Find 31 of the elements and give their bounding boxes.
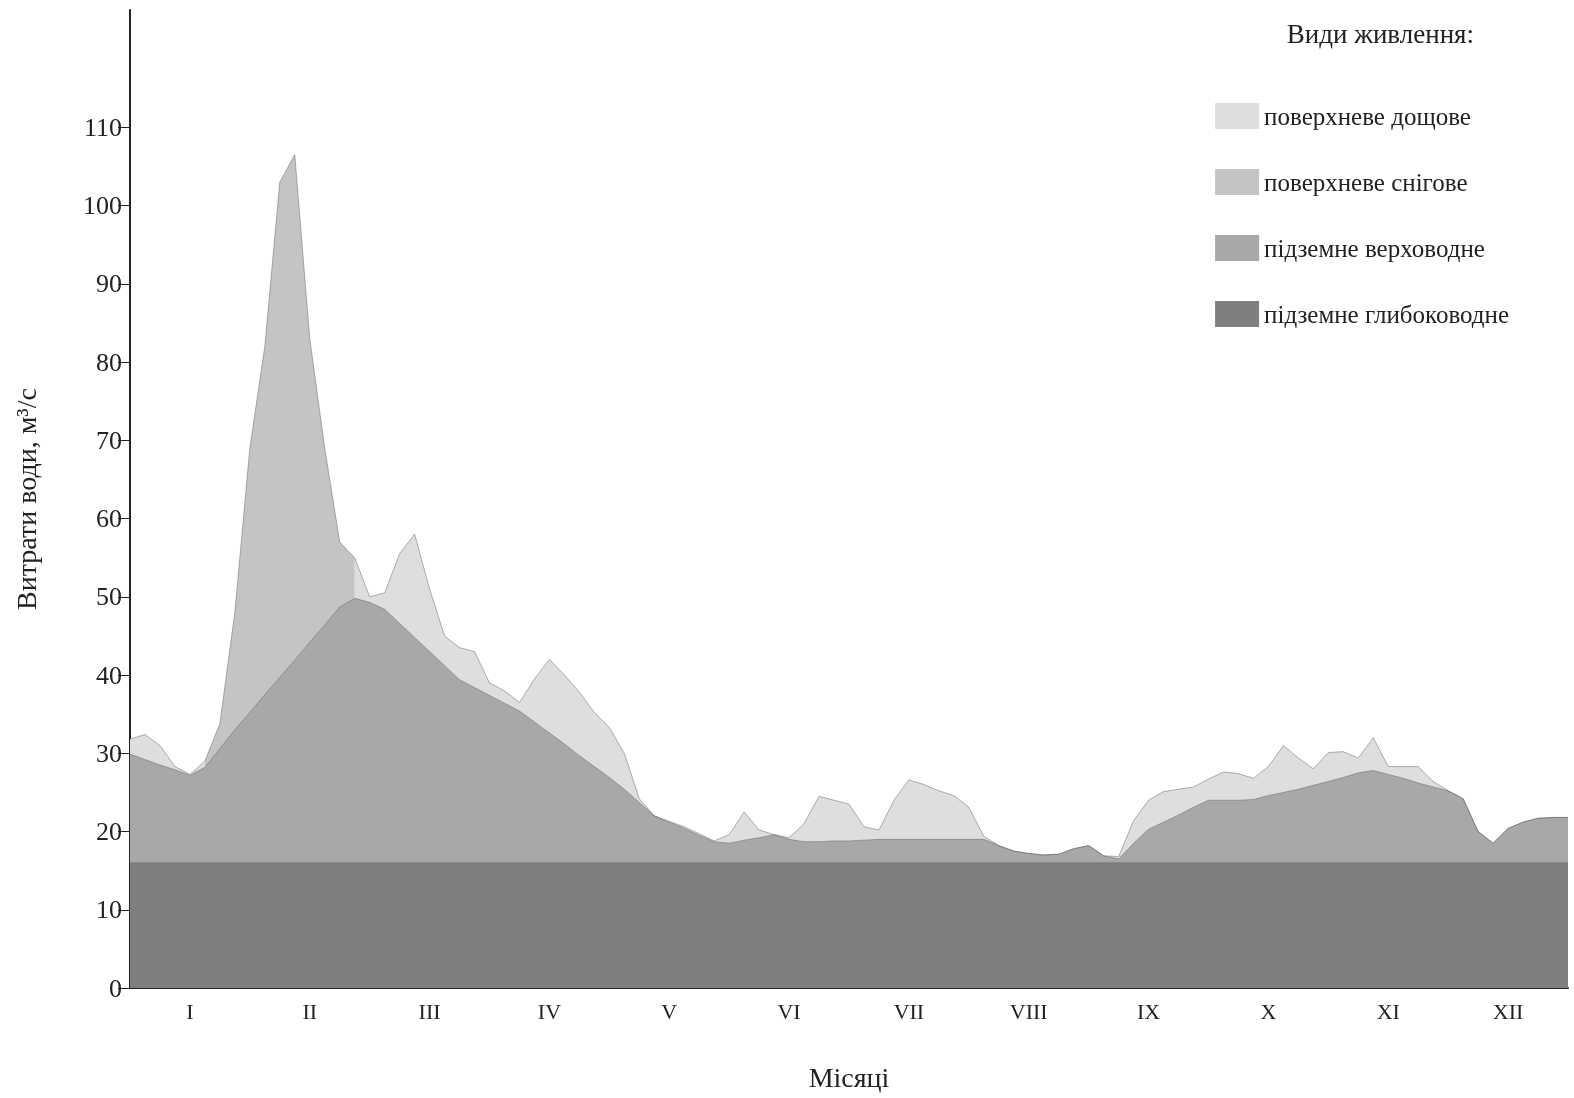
y-axis-title: Витрати води, м³/с [10,388,42,610]
y-tick-label: 100 [83,191,122,221]
legend-title: Види живлення: [1286,18,1474,49]
x-tick-label: VII [893,998,925,1024]
legend-label: підземне верховодне [1264,234,1485,262]
legend-label: підземне глибоководне [1264,300,1510,328]
x-tick-label: VI [777,998,801,1024]
legend-label: поверхневе дощове [1264,102,1471,130]
x-axis-title: Місяці [808,1061,890,1093]
x-tick-label: VIII [1009,998,1048,1024]
y-tick-label: 20 [96,817,122,847]
y-tick-label: 50 [96,582,122,612]
y-tick-label: 70 [96,425,122,455]
x-tick-label: XI [1376,998,1400,1024]
x-tick-label: X [1260,998,1277,1024]
y-tick-label: 0 [109,973,122,1003]
legend-label: поверхневе снігове [1264,168,1468,196]
x-tick-label: V [661,998,678,1024]
y-tick-label: 90 [96,269,122,299]
x-tick-label: XII [1492,998,1524,1024]
y-tick-label: 40 [96,660,122,690]
x-tick-label: II [302,998,318,1024]
y-tick-label: 110 [83,112,122,142]
y-tick-label: 10 [96,895,122,925]
x-tick-label: IV [537,998,562,1024]
x-tick-label: I [186,998,194,1024]
y-tick-label: 30 [96,738,122,768]
x-tick-label: III [418,998,441,1024]
y-tick-label: 80 [96,347,122,377]
y-tick-label: 60 [96,504,122,534]
x-tick-label: IX [1136,998,1161,1024]
